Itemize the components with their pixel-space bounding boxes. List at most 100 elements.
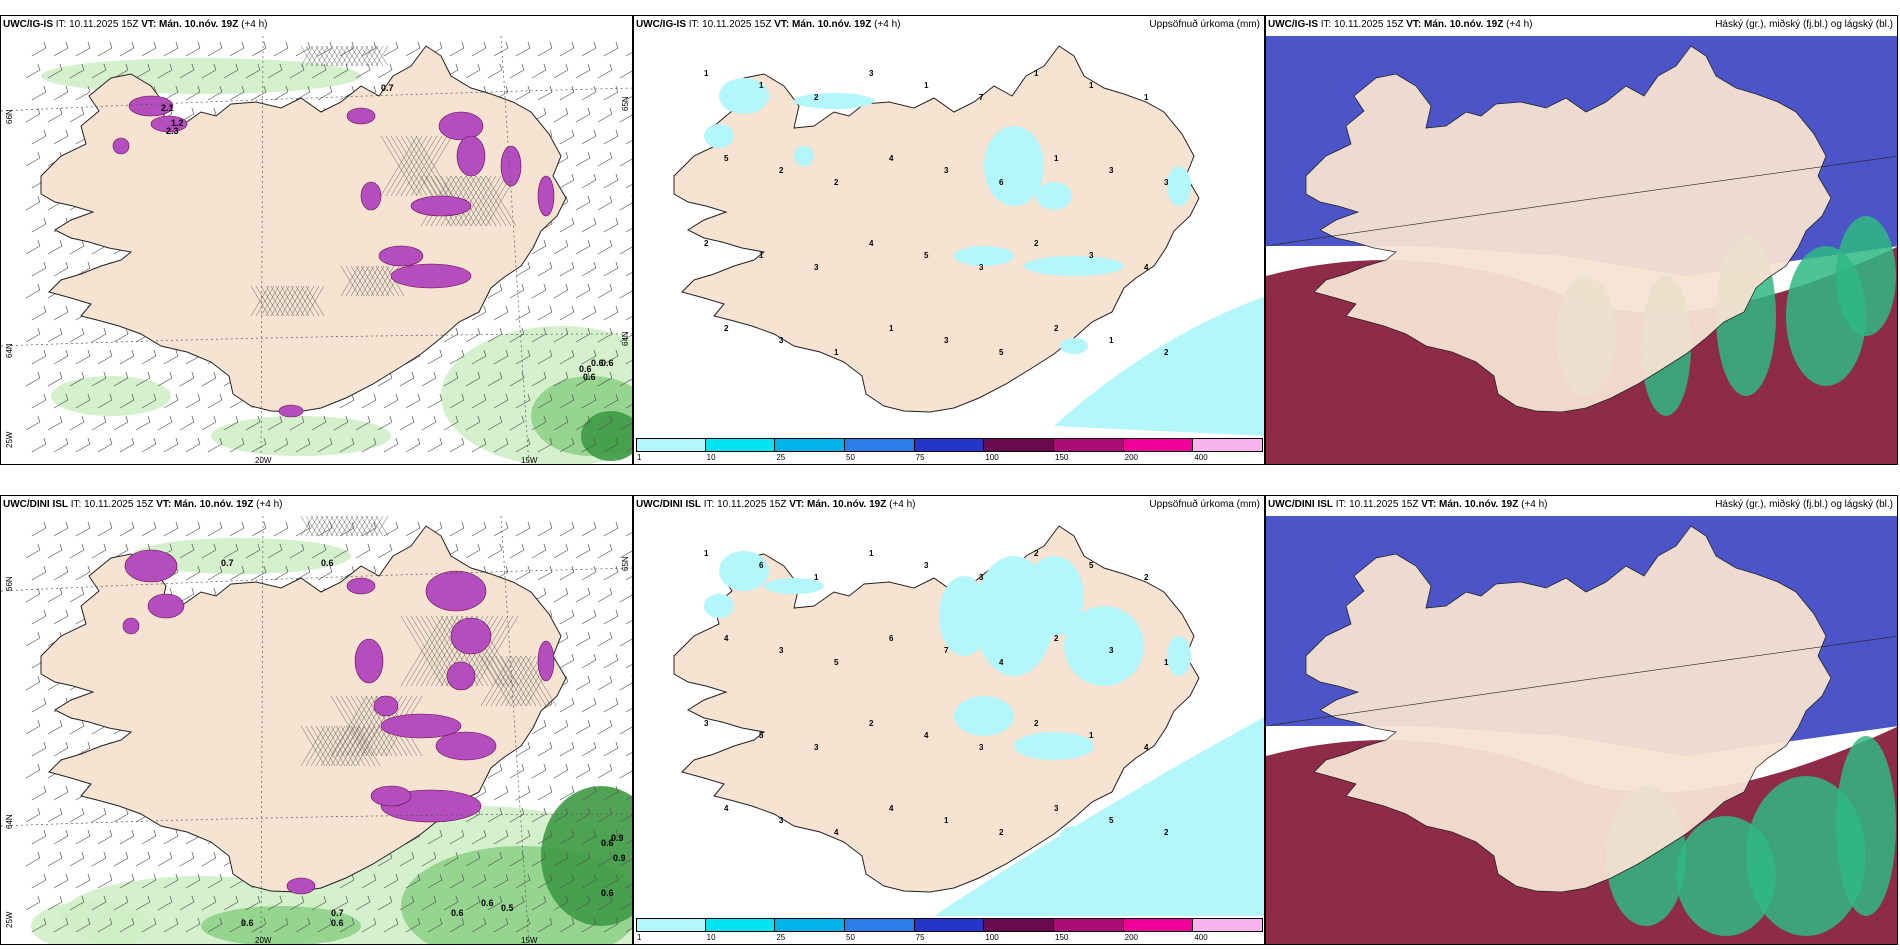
- wind-band: [31, 901, 151, 944]
- wind-barb: [53, 41, 69, 57]
- precip-value: 1: [1144, 93, 1149, 102]
- precip-value: 1: [1109, 336, 1114, 345]
- wind-barb: [515, 565, 531, 581]
- wind-barb: [119, 917, 135, 933]
- wind-barb: [449, 829, 465, 845]
- wind-barb: [465, 851, 481, 867]
- wind-barb: [581, 697, 597, 713]
- wind-barb: [97, 873, 113, 889]
- hatch-line: [315, 725, 341, 767]
- purple-cell: [450, 617, 492, 655]
- wind-barb: [427, 873, 443, 889]
- hatch-line: [300, 515, 314, 537]
- wind-barb: [333, 415, 349, 431]
- purple-cell: [537, 640, 555, 682]
- purple-cell: [537, 175, 555, 217]
- colorbar-swatch: [1054, 438, 1124, 452]
- precip-value: 4: [1144, 743, 1149, 752]
- precip-value: 1: [1164, 658, 1169, 667]
- wind-barb: [581, 129, 597, 145]
- wind-barb: [223, 895, 239, 911]
- wind-barb: [25, 195, 41, 211]
- wind-barb: [603, 785, 619, 801]
- wind-barb: [603, 393, 619, 409]
- wind-barb: [421, 895, 437, 911]
- wind-barb: [603, 217, 619, 233]
- wind-barb: [515, 305, 531, 321]
- wind-barb: [75, 741, 91, 757]
- wind-barb: [179, 371, 195, 387]
- wind-barb: [405, 393, 421, 409]
- wind-barb: [597, 371, 613, 387]
- wind-barb: [509, 807, 525, 823]
- wind-barb: [625, 316, 632, 321]
- precip-value: 7: [979, 93, 984, 102]
- wind-barb: [553, 415, 569, 431]
- wind-barb: [597, 415, 613, 431]
- purple-cell: [286, 877, 316, 895]
- wind-barb: [493, 873, 509, 889]
- wind-barb: [91, 63, 107, 79]
- wind-barb: [559, 741, 575, 757]
- wind-barb: [449, 437, 465, 453]
- purple-cell: [147, 593, 185, 619]
- wind-barb: [31, 917, 47, 933]
- wind-barb: [273, 41, 289, 57]
- wind-barb: [449, 41, 465, 57]
- hatch-line: [365, 265, 385, 297]
- wind-barb: [31, 697, 47, 713]
- wind-barb: [581, 741, 597, 757]
- panel-cloud-row2: UWC/DINI ISL IT: 10.11.2025 15Z VT: Mán.…: [1265, 495, 1898, 945]
- wind-barb: [355, 895, 371, 911]
- precip-value: 2: [724, 324, 729, 333]
- wind-barb: [581, 217, 597, 233]
- precip-area: [1060, 338, 1088, 354]
- colorbar-swatch: [636, 918, 706, 932]
- wind-barb: [559, 521, 575, 537]
- wind-barb: [625, 620, 632, 625]
- wind-barb: [531, 371, 547, 387]
- wind-barb: [471, 41, 487, 57]
- wind-barb: [75, 829, 91, 845]
- wind-barb: [619, 675, 632, 691]
- precip-value: 5: [724, 154, 729, 163]
- colorbar-swatch: [1123, 918, 1194, 932]
- wind-barb: [47, 587, 63, 603]
- wind-barb: [207, 917, 223, 933]
- wind-barb: [355, 63, 371, 79]
- wind-barb: [537, 829, 553, 845]
- wind-barb: [619, 719, 632, 735]
- purple-cell: [456, 135, 486, 177]
- wind-barb: [91, 327, 107, 343]
- wind-barb: [509, 63, 525, 79]
- precip-value: 1: [1034, 69, 1039, 78]
- wind-barb: [405, 917, 421, 933]
- wind-barb: [427, 437, 443, 453]
- wind-barb: [75, 349, 91, 365]
- wind-barb: [53, 129, 69, 145]
- wind-barb: [53, 917, 69, 933]
- wind-barb: [465, 415, 481, 431]
- hatch-line: [360, 515, 374, 537]
- wind-barb: [31, 41, 47, 57]
- wind-barb: [625, 404, 632, 409]
- wind-barb: [25, 631, 41, 647]
- wind-barb: [229, 41, 245, 57]
- wind-barb: [201, 415, 217, 431]
- wind-barb: [421, 851, 437, 867]
- wind-barb: [53, 305, 69, 321]
- hatch-line: [480, 175, 512, 227]
- hatch-line: [345, 45, 359, 67]
- wind-barb: [603, 609, 619, 625]
- wind-barb: [399, 851, 415, 867]
- wind-barb: [311, 543, 327, 559]
- colorbar-swatch: [775, 918, 845, 932]
- precip-area: [1064, 606, 1144, 686]
- wind-barb: [91, 895, 107, 911]
- wind-barb: [163, 393, 179, 409]
- wind-barb: [581, 41, 597, 57]
- panel-title: Háský (gr.), miðský (fj.bl.) og lágský (…: [1715, 499, 1893, 510]
- wind-barb: [625, 796, 632, 801]
- wind-barb: [619, 107, 632, 123]
- purple-cell: [346, 577, 376, 595]
